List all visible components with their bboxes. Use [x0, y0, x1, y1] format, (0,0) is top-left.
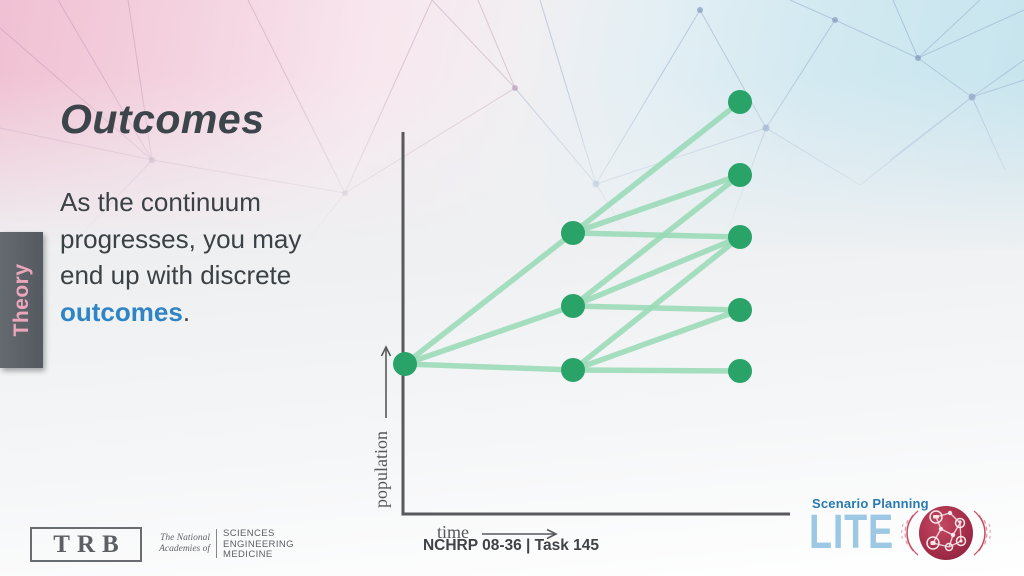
academies-tagline-line1: The National — [160, 533, 210, 543]
academies-org-names: SCIENCES ENGINEERING MEDICINE — [223, 528, 294, 561]
org-line-engineering: ENGINEERING — [223, 538, 294, 550]
globe-network-icon — [901, 506, 991, 560]
org-line-medicine: MEDICINE — [223, 549, 273, 560]
trb-logo: TRB — [30, 527, 142, 562]
body-text-period: . — [182, 296, 191, 327]
org-line-sciences: SCIENCES — [223, 528, 275, 539]
body-text: As the continuum progresses, you may end… — [60, 184, 380, 330]
body-text-main: As the continuum progresses, you may end… — [60, 187, 302, 290]
y-axis-label: population — [371, 431, 391, 509]
background-gradient — [0, 0, 1024, 250]
scenario-planning-label: Scenario Planning — [812, 496, 929, 511]
body-text-highlight: outcomes — [60, 296, 183, 327]
lite-label: LITE — [809, 504, 895, 559]
x-axis-label: time — [437, 522, 469, 542]
page-title: Outcomes — [60, 96, 265, 142]
tab-theory: Theory — [0, 232, 43, 368]
footer-project-label: NCHRP 08-36 | Task 145 — [422, 537, 600, 554]
trb-acronym: TRB — [53, 530, 126, 558]
tab-theory-label: Theory — [9, 263, 33, 337]
academies-tagline-line2: Academies of — [159, 544, 210, 554]
academies-tagline: The National Academies of — [144, 533, 210, 555]
logo-divider — [216, 529, 217, 558]
